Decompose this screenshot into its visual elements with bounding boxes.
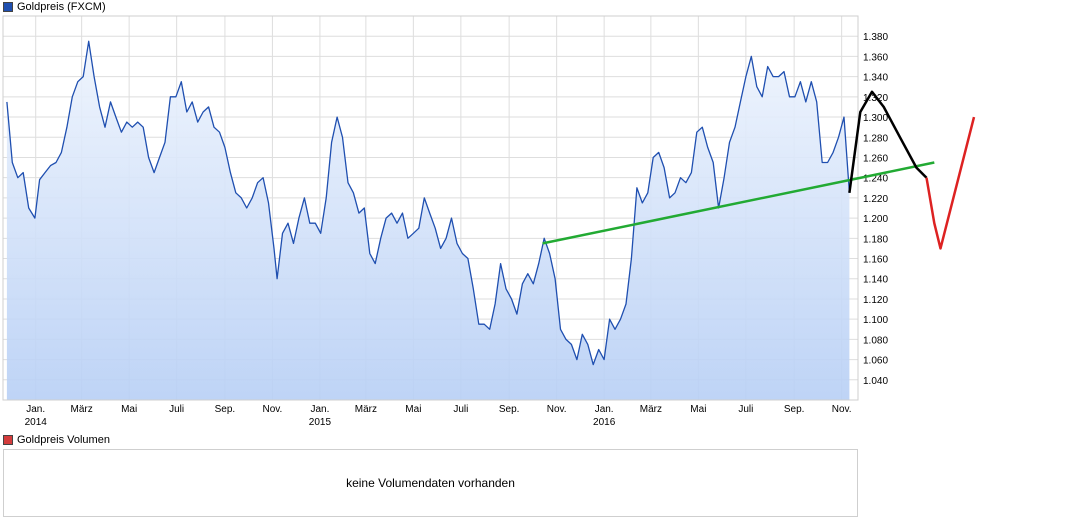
y-tick-label: 1.100 xyxy=(863,315,888,326)
volume-legend-swatch xyxy=(3,435,13,445)
y-tick-label: 1.240 xyxy=(863,174,888,185)
volume-empty-message: keine Volumendaten vorhanden xyxy=(346,476,515,490)
x-tick-label: Juli xyxy=(453,404,468,415)
y-tick-label: 1.340 xyxy=(863,73,888,84)
y-tick-label: 1.280 xyxy=(863,133,888,144)
x-tick-label: Sep. xyxy=(784,404,805,415)
y-tick-label: 1.060 xyxy=(863,356,888,367)
trendline xyxy=(542,161,935,245)
x-tick-label: Mai xyxy=(405,404,421,415)
x-tick-label: März xyxy=(71,404,93,415)
x-tick-label: Jan. xyxy=(595,404,614,415)
x-tick-label: Juli xyxy=(738,404,753,415)
x-tick-label: Nov. xyxy=(832,404,852,415)
price-line xyxy=(6,40,851,366)
x-tick-label: Mai xyxy=(690,404,706,415)
x-tick-label: Sep. xyxy=(215,404,236,415)
x-tick-year: 2015 xyxy=(309,417,332,428)
x-tick-label: Jan. xyxy=(26,404,45,415)
y-tick-label: 1.300 xyxy=(863,113,888,124)
price-chart: 1.040 1.060 1.080 1.100 1.120 1.140 1.160 1.180… xyxy=(2,15,976,428)
volume-panel: keine Volumendaten vorhanden xyxy=(3,449,858,517)
volume-legend-label: Goldpreis Volumen xyxy=(17,434,110,446)
x-tick-label: Mai xyxy=(121,404,137,415)
volume-legend: Goldpreis Volumen xyxy=(3,433,110,447)
y-tick-label: 1.120 xyxy=(863,295,888,306)
x-tick-label: Nov. xyxy=(547,404,567,415)
price-legend: Goldpreis (FXCM) xyxy=(3,0,106,14)
x-tick-label: Nov. xyxy=(263,404,283,415)
x-tick-label: März xyxy=(355,404,377,415)
x-tick-label: März xyxy=(640,404,662,415)
y-tick-label: 1.080 xyxy=(863,335,888,346)
price-legend-swatch xyxy=(3,2,13,12)
x-tick-label: Jan. xyxy=(310,404,329,415)
x-tick-label: Sep. xyxy=(499,404,520,415)
price-legend-label: Goldpreis (FXCM) xyxy=(17,1,106,13)
y-tick-label: 1.140 xyxy=(863,275,888,286)
y-tick-label: 1.180 xyxy=(863,234,888,245)
y-tick-label: 1.160 xyxy=(863,255,888,266)
y-tick-label: 1.220 xyxy=(863,194,888,205)
y-tick-label: 1.360 xyxy=(863,52,888,63)
y-tick-label: 1.260 xyxy=(863,153,888,164)
y-tick-label: 1.040 xyxy=(863,376,888,387)
x-tick-label: Juli xyxy=(169,404,184,415)
plot-frame xyxy=(2,15,859,401)
x-tick-year: 2016 xyxy=(593,417,616,428)
x-tick-year: 2014 xyxy=(25,417,48,428)
y-tick-label: 1.380 xyxy=(863,32,888,43)
y-tick-label: 1.200 xyxy=(863,214,888,225)
projection-red-line xyxy=(925,116,976,250)
projection-black-line xyxy=(848,90,928,193)
